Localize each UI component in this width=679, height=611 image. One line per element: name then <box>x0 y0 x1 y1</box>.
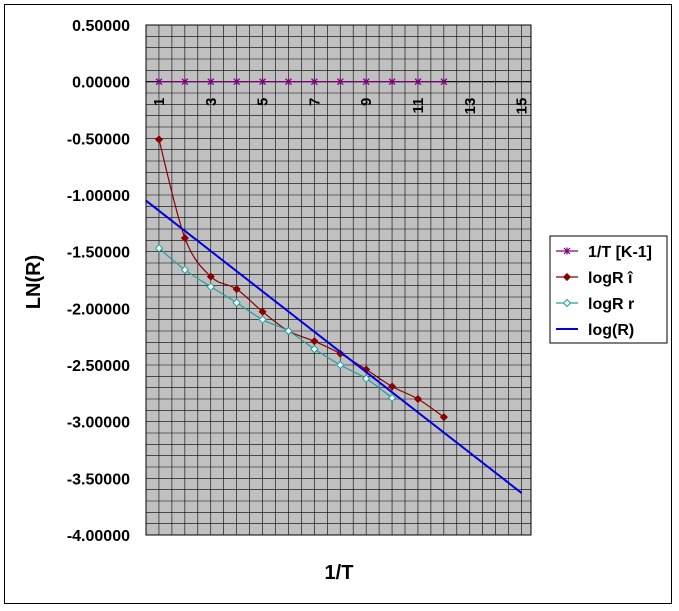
x-tick-label: 1 <box>151 98 168 106</box>
data-point <box>362 78 370 86</box>
plot-border <box>145 24 532 536</box>
y-tick-label: -1.50000 <box>67 245 130 262</box>
data-point <box>155 78 163 86</box>
data-point <box>154 244 164 253</box>
data-point <box>285 78 292 86</box>
y-axis-title: LN(R) <box>23 255 45 309</box>
series-2 <box>154 244 397 403</box>
x-axis-ticks: 1 3 5 7 9 11 13 15 <box>151 98 531 115</box>
data-point <box>563 247 571 255</box>
x-tick-label: 13 <box>462 98 479 115</box>
y-tick-label: -3.50000 <box>67 471 130 488</box>
data-point <box>284 326 293 336</box>
data-point <box>310 78 318 86</box>
data-point <box>413 394 423 404</box>
data-point <box>258 315 267 324</box>
data-point <box>207 78 215 86</box>
x-axis-title: 1/T <box>325 562 354 584</box>
data-point <box>233 78 241 86</box>
legend: 1/T [K-1] logR î logR r log(R) <box>549 235 668 344</box>
legend-item: log(R) <box>556 322 634 339</box>
y-tick-label: -0.50000 <box>67 131 130 148</box>
legend-label: log(R) <box>588 322 634 339</box>
legend-label: 1/T [K-1] <box>588 244 652 261</box>
data-point <box>232 298 241 307</box>
data-point <box>440 78 448 86</box>
y-tick-label: 0.00000 <box>72 75 130 92</box>
data-point <box>336 78 344 86</box>
data-point <box>310 337 319 346</box>
data-point <box>387 393 397 403</box>
data-point <box>388 382 397 391</box>
y-tick-label: -2.50000 <box>67 358 130 375</box>
data-point <box>361 374 371 383</box>
series-3 <box>145 199 523 494</box>
grid <box>146 25 531 535</box>
data-point <box>336 360 345 370</box>
data-point <box>388 78 396 86</box>
data-point <box>206 282 216 292</box>
series-layer <box>145 78 523 494</box>
data-point <box>414 78 422 86</box>
data-point <box>154 135 164 144</box>
data-point <box>181 78 189 86</box>
data-point <box>259 78 267 86</box>
y-tick-label: -3.00000 <box>67 415 130 432</box>
x-tick-label: 5 <box>255 98 272 106</box>
legend-label: logR î <box>588 270 634 287</box>
legend-item: 1/T [K-1] <box>556 244 652 261</box>
series-line <box>158 247 393 399</box>
data-point <box>232 285 241 294</box>
data-point <box>258 307 267 316</box>
data-point <box>562 272 572 282</box>
y-tick-label: -2.00000 <box>67 301 130 318</box>
series-line <box>145 199 523 494</box>
x-tick-label: 9 <box>358 98 375 106</box>
x-tick-label: 15 <box>514 98 531 115</box>
series-0 <box>155 78 448 86</box>
y-tick-label: -1.00000 <box>67 188 130 205</box>
data-point <box>180 234 189 243</box>
data-point <box>439 413 448 422</box>
x-tick-label: 7 <box>306 98 323 106</box>
x-tick-label: 3 <box>203 98 220 106</box>
data-point <box>180 265 190 275</box>
legend-item: logR r <box>556 296 634 313</box>
x-tick-label: 11 <box>410 98 427 114</box>
legend-label: logR r <box>588 296 634 313</box>
y-tick-label: 0.50000 <box>72 18 130 35</box>
data-point <box>310 344 319 354</box>
legend-item: logR î <box>556 270 634 287</box>
y-axis-ticks: 0.50000 0.00000 -0.50000 -1.00000 -1.50000 -2… <box>67 18 130 545</box>
y-tick-label: -4.00000 <box>67 528 130 545</box>
data-point <box>562 298 572 308</box>
data-point <box>206 272 215 281</box>
